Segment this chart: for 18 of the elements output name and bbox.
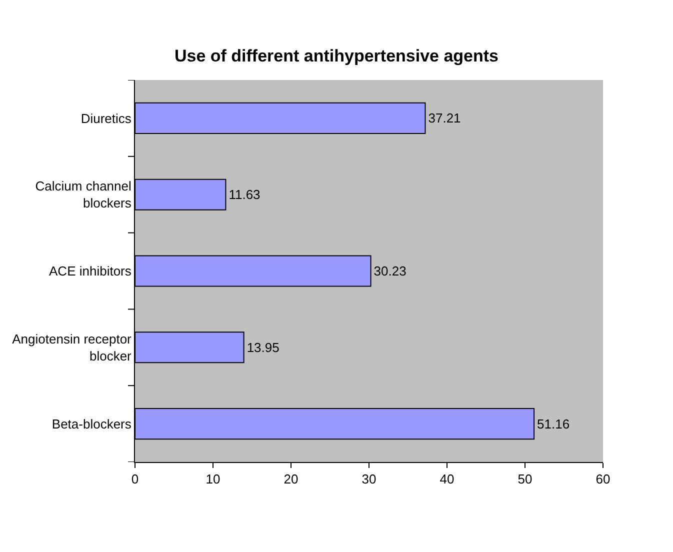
x-tick-label: 40: [440, 472, 454, 487]
x-tick-label: 0: [131, 472, 139, 487]
data-label: 51.16: [537, 416, 570, 432]
y-tick-label: Calcium channel blockers: [35, 178, 132, 211]
data-label: 30.23: [374, 264, 406, 278]
x-tick-label: 30: [362, 472, 376, 487]
x-tick-label: 60: [596, 472, 610, 487]
y-tick-label: Diuretics: [80, 110, 132, 126]
x-tick-label: 10: [206, 472, 220, 487]
data-label: 11.63: [228, 187, 260, 202]
chart-title: Use of different antihypertensive agents: [174, 46, 499, 66]
y-tick-label: ACE inhibitors: [49, 264, 132, 279]
x-tick-label: 50: [518, 472, 532, 487]
y-tick-label: Angiotensin receptor blocker: [12, 332, 132, 364]
x-tick-label: 20: [284, 472, 298, 487]
data-label: 13.95: [246, 340, 280, 355]
data-label: 37.21: [428, 110, 461, 126]
y-tick-label: Beta-blockers: [52, 416, 132, 432]
